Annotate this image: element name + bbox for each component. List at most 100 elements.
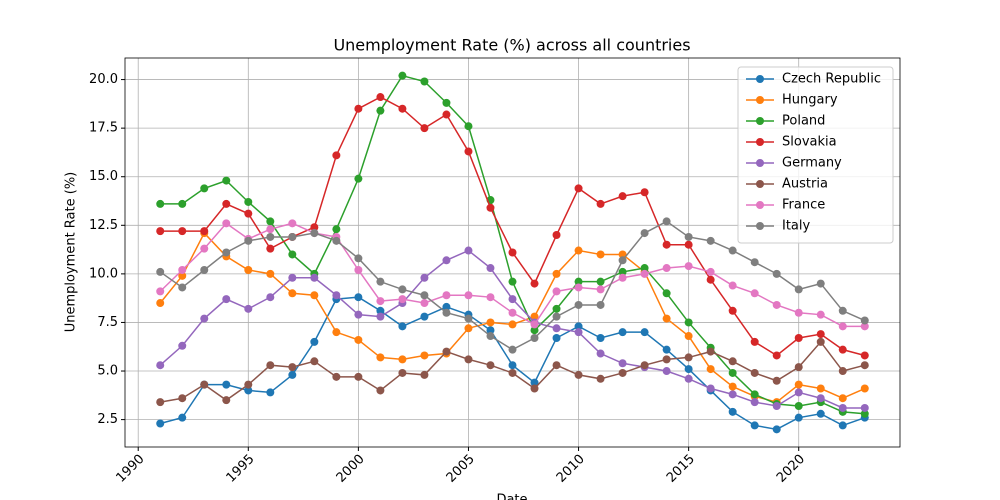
data-point bbox=[552, 324, 561, 333]
legend-marker bbox=[756, 138, 764, 146]
data-point bbox=[332, 225, 341, 234]
data-point bbox=[178, 341, 187, 350]
data-point bbox=[794, 363, 803, 372]
data-point bbox=[156, 361, 165, 370]
legend-label: Poland bbox=[782, 114, 825, 129]
data-point bbox=[288, 370, 297, 379]
data-point bbox=[728, 368, 737, 377]
data-point bbox=[222, 219, 231, 228]
data-point bbox=[574, 184, 583, 193]
data-point bbox=[508, 345, 517, 354]
data-point bbox=[838, 306, 847, 315]
data-point bbox=[618, 368, 627, 377]
data-point bbox=[354, 310, 363, 319]
data-point bbox=[508, 277, 517, 286]
data-point bbox=[354, 254, 363, 263]
data-point bbox=[420, 273, 429, 282]
data-point bbox=[464, 246, 473, 255]
data-point bbox=[552, 304, 561, 313]
data-point bbox=[552, 312, 561, 321]
data-point bbox=[618, 256, 627, 265]
y-axis-label: Unemployment Rate (%) bbox=[64, 172, 79, 333]
data-point bbox=[684, 374, 693, 383]
legend-label: Italy bbox=[782, 219, 811, 234]
data-point bbox=[354, 372, 363, 381]
data-point bbox=[662, 217, 671, 226]
data-point bbox=[244, 209, 253, 218]
data-point bbox=[486, 203, 495, 212]
data-point bbox=[398, 104, 407, 113]
data-point bbox=[530, 279, 539, 288]
data-point bbox=[442, 302, 451, 311]
data-point bbox=[838, 322, 847, 331]
data-point bbox=[530, 333, 539, 342]
data-point bbox=[684, 365, 693, 374]
data-point bbox=[376, 106, 385, 115]
data-point bbox=[244, 380, 253, 389]
data-point bbox=[420, 351, 429, 360]
data-point bbox=[420, 299, 429, 308]
data-point bbox=[442, 98, 451, 107]
data-point bbox=[288, 219, 297, 228]
data-point bbox=[420, 312, 429, 321]
data-point bbox=[530, 320, 539, 329]
data-point bbox=[794, 402, 803, 411]
data-point bbox=[530, 378, 539, 387]
plot-frame bbox=[124, 57, 901, 448]
legend-label: Austria bbox=[782, 177, 828, 192]
y-tick-label: 5.0 bbox=[97, 364, 118, 379]
data-point bbox=[486, 318, 495, 327]
data-point bbox=[684, 353, 693, 362]
legend-marker bbox=[756, 180, 764, 188]
data-point bbox=[508, 308, 517, 317]
data-point bbox=[398, 322, 407, 331]
data-point bbox=[794, 413, 803, 422]
data-point bbox=[200, 314, 209, 323]
chart-title: Unemployment Rate (%) across all countri… bbox=[333, 36, 690, 55]
data-point bbox=[156, 299, 165, 308]
data-point bbox=[772, 402, 781, 411]
data-point bbox=[574, 246, 583, 255]
data-point bbox=[640, 328, 649, 337]
data-point bbox=[618, 359, 627, 368]
data-point bbox=[310, 273, 319, 282]
data-point bbox=[596, 285, 605, 294]
data-point bbox=[860, 361, 869, 370]
data-point bbox=[156, 287, 165, 296]
data-point bbox=[640, 188, 649, 197]
data-point bbox=[706, 365, 715, 374]
data-point bbox=[684, 262, 693, 271]
data-point bbox=[552, 361, 561, 370]
data-point bbox=[640, 361, 649, 370]
data-point bbox=[794, 308, 803, 317]
data-point bbox=[596, 250, 605, 259]
legend-box bbox=[737, 66, 894, 244]
legend-label: Hungary bbox=[782, 93, 838, 108]
data-point bbox=[860, 409, 869, 418]
data-point bbox=[310, 223, 319, 232]
data-point bbox=[574, 300, 583, 309]
data-point bbox=[464, 314, 473, 323]
legend-label: Slovakia bbox=[782, 135, 837, 150]
data-point bbox=[706, 347, 715, 356]
data-point bbox=[596, 333, 605, 342]
data-point bbox=[156, 227, 165, 236]
data-point bbox=[552, 287, 561, 296]
data-point bbox=[552, 333, 561, 342]
data-point bbox=[486, 293, 495, 302]
data-point bbox=[728, 390, 737, 399]
y-tick-label: 15.0 bbox=[89, 169, 118, 184]
data-point bbox=[750, 421, 759, 430]
data-point bbox=[838, 403, 847, 412]
data-point bbox=[310, 337, 319, 346]
data-point bbox=[838, 367, 847, 376]
data-point bbox=[244, 304, 253, 313]
data-point bbox=[662, 367, 671, 376]
data-point bbox=[200, 265, 209, 274]
data-point bbox=[574, 283, 583, 292]
data-point bbox=[222, 380, 231, 389]
data-point bbox=[266, 217, 275, 226]
data-point bbox=[332, 291, 341, 300]
data-point bbox=[816, 337, 825, 346]
data-point bbox=[750, 337, 759, 346]
